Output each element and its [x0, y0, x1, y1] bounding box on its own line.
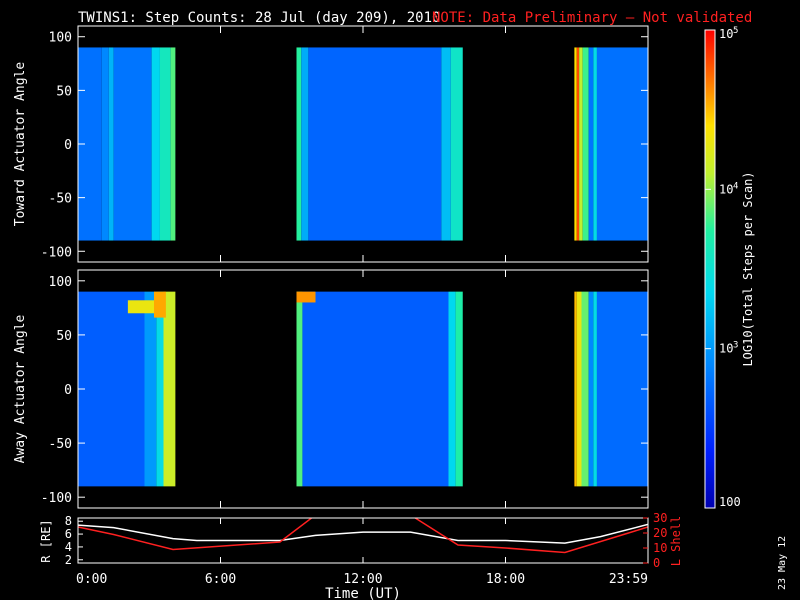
plot-date-stamp: 23 May 12	[777, 536, 788, 590]
toward-ytick-label-1: 50	[56, 84, 72, 99]
r-distance-line	[78, 523, 648, 544]
colorbar-tick-exponent-1: 3	[733, 341, 738, 351]
toward-segment-7	[296, 47, 302, 241]
away-ylabel: Away Actuator Angle	[13, 314, 28, 463]
toward-ytick-label-4: -100	[41, 245, 72, 260]
away-segment-4	[296, 291, 303, 487]
away-segment-1	[144, 291, 157, 487]
away-segment-2	[156, 291, 164, 487]
away-hotspot-1	[154, 291, 166, 318]
time-tick-label-0: 0:00	[76, 572, 107, 587]
preliminary-note: NOTE: Data Preliminary — Not validated	[432, 10, 752, 26]
away-segment-9	[576, 291, 582, 487]
colorbar-tick-label-1: 10	[719, 342, 733, 356]
away-ytick-label-0: 100	[49, 275, 72, 290]
toward-segment-5	[159, 47, 171, 241]
time-tick-label-2: 12:00	[343, 572, 382, 587]
away-segment-8	[574, 291, 577, 487]
toward-angle-panel: 100 50 0 -50 -100 Toward Actuator Angle	[13, 25, 649, 263]
lshell-axis-label: L Shell	[669, 516, 683, 567]
away-segment-5	[302, 291, 449, 487]
colorbar-gradient	[705, 30, 715, 508]
orbit-panel-frame	[77, 517, 649, 564]
toward-segment-3	[113, 47, 152, 241]
toward-segment-4	[151, 47, 160, 241]
lshell-ytick-label-0: 0	[653, 556, 660, 570]
toward-segment-17	[593, 47, 597, 241]
time-tick-label-4: 23:59	[609, 572, 648, 587]
toward-segment-13	[576, 47, 580, 241]
away-segment-0	[78, 291, 145, 487]
away-angle-panel: 100 50 0 -50 -100 Away Actuator Angle	[13, 269, 649, 509]
r-ytick-label-0: 2	[65, 553, 72, 567]
toward-segment-0	[78, 47, 102, 241]
colorbar-tick-exponent-2: 4	[733, 181, 738, 191]
time-tick-label-3: 18:00	[486, 572, 525, 587]
toward-segment-10	[441, 47, 451, 241]
toward-ytick-label-0: 100	[49, 31, 72, 46]
away-segment-10	[581, 291, 589, 487]
r-axis-label: R [RE]	[39, 519, 53, 562]
toward-segment-6	[170, 47, 176, 241]
toward-segment-14	[579, 47, 583, 241]
colorbar-label: LOG10(Total Steps per Scan)	[741, 171, 755, 366]
orbit-lines	[78, 518, 648, 554]
away-segment-3	[163, 291, 176, 487]
away-segment-11	[588, 291, 594, 487]
toward-segment-11	[450, 47, 463, 241]
away-ytick-label-1: 50	[56, 329, 72, 344]
toward-segment-15	[582, 47, 589, 241]
toward-segment-18	[596, 47, 648, 241]
lshell-ytick-label-2: 20	[653, 526, 667, 540]
lshell-ytick-label-3: 30	[653, 511, 667, 525]
toward-segment-2	[108, 47, 114, 241]
lshell-ytick-label-1: 10	[653, 541, 667, 555]
toward-segment-16	[588, 47, 594, 241]
away-ytick-label-2: 0	[64, 383, 72, 398]
toward-ylabel: Toward Actuator Angle	[13, 62, 28, 227]
toward-segment-12	[574, 47, 577, 241]
time-axis-label: Time (UT)	[325, 586, 401, 600]
toward-ytick-label-2: 0	[64, 138, 72, 153]
colorbar-tick-label-0: 100	[719, 495, 741, 509]
away-hotspot-2	[296, 291, 316, 303]
colorbar-tick-exponent-3: 5	[733, 26, 738, 36]
toward-segment-9	[308, 47, 442, 241]
toward-heatmap-cells	[78, 47, 648, 241]
away-segment-6	[448, 291, 456, 487]
toward-ytick-label-3: -50	[49, 192, 72, 207]
l-shell-line	[78, 518, 648, 554]
toward-segment-1	[101, 47, 109, 241]
colorbar-tick-label-3: 10	[719, 27, 733, 41]
toward-axis-ticks: 100 50 0 -50 -100	[41, 26, 649, 262]
toward-segment-8	[301, 47, 309, 241]
away-ytick-label-3: -50	[49, 437, 72, 452]
away-segment-13	[596, 291, 648, 487]
away-hotspot-0	[127, 300, 154, 314]
r-ytick-label-1: 4	[65, 540, 72, 554]
away-heatmap-cells	[78, 291, 648, 487]
away-segment-12	[593, 291, 597, 487]
away-segment-7	[455, 291, 463, 487]
colorbar-tick-label-2: 10	[719, 182, 733, 196]
chart-title: TWINS1: Step Counts: 28 Jul (day 209), 2…	[78, 10, 440, 26]
away-axis-ticks: 100 50 0 -50 -100	[41, 270, 649, 508]
time-tick-label-1: 6:00	[205, 572, 236, 587]
r-ytick-label-3: 8	[65, 514, 72, 528]
r-ytick-label-2: 6	[65, 527, 72, 541]
away-ytick-label-4: -100	[41, 491, 72, 506]
